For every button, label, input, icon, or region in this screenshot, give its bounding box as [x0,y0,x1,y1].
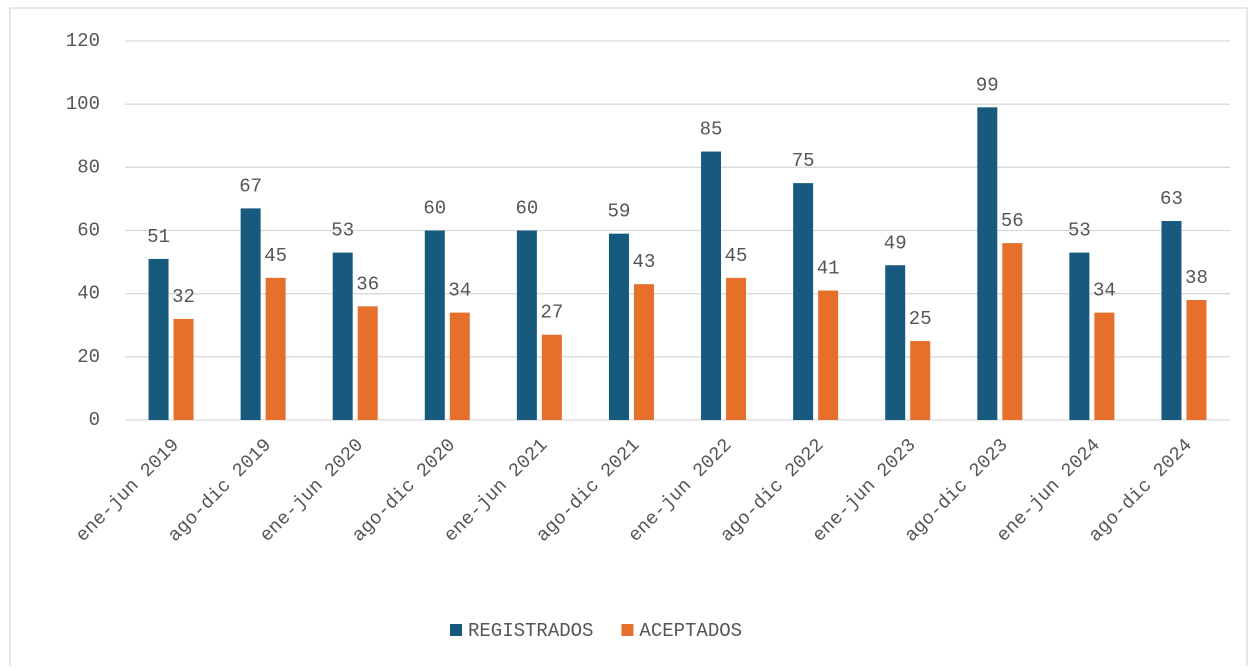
bar [885,265,906,420]
data-label: 45 [725,245,748,267]
bar [148,258,169,420]
legend-label: REGISTRADOS [468,620,593,642]
data-label: 67 [239,175,262,197]
legend-swatch [621,624,634,636]
data-label: 38 [1185,267,1208,289]
data-label: 49 [884,232,907,254]
bar [977,107,998,420]
bar [793,183,814,420]
data-label: 85 [700,119,723,141]
data-label: 36 [356,273,379,295]
data-label: 59 [608,201,631,223]
bar [910,341,931,420]
bar [357,306,378,420]
y-tick-label: 80 [77,156,100,178]
legend-swatch [450,624,462,636]
bar [449,312,470,420]
bar [173,318,194,420]
data-label: 45 [264,245,287,267]
legend-label: ACEPTADOS [639,620,742,642]
bar [1069,252,1090,420]
data-label: 99 [976,74,999,96]
y-tick-label: 100 [66,93,100,115]
bar [1161,221,1182,420]
bar [633,284,654,420]
data-label: 53 [331,220,354,242]
bar [516,230,537,420]
data-label: 34 [1093,280,1116,302]
data-label: 63 [1160,188,1183,210]
data-label: 60 [423,198,446,220]
bar [424,230,445,420]
data-label: 43 [633,251,656,273]
y-tick-label: 0 [89,409,100,431]
bar [541,334,562,420]
bar [1094,312,1115,420]
bar [240,208,261,420]
data-label: 34 [448,280,471,302]
bar [701,151,722,420]
y-tick-label: 60 [77,220,100,242]
data-label: 60 [515,198,538,220]
data-label: 51 [147,226,170,248]
data-label: 56 [1001,210,1024,232]
bar [265,277,286,420]
y-tick-label: 120 [66,30,100,52]
bar [726,277,747,420]
bar [818,290,839,420]
bar [332,252,353,420]
data-label: 25 [909,308,932,330]
data-label: 32 [172,286,195,308]
y-tick-label: 20 [77,346,100,368]
bar [1186,299,1207,420]
data-label: 27 [540,302,563,324]
bar [608,233,629,420]
data-label: 41 [817,258,840,280]
data-label: 53 [1068,220,1091,242]
bar [1002,243,1023,420]
data-label: 75 [792,150,815,172]
y-tick-label: 40 [77,283,100,305]
